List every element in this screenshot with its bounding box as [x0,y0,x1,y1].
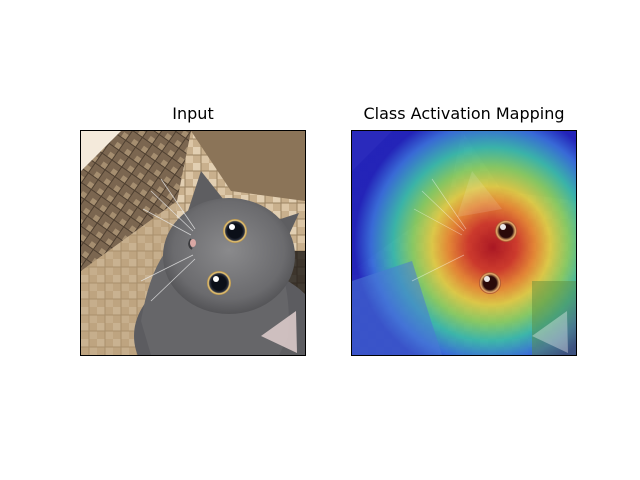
cat-ear-lower [261,311,297,353]
cam-eye-lower [479,272,501,294]
cat-eye-upper [223,219,247,243]
basket-wall-left [81,131,191,271]
cam-overlay [352,131,576,355]
cat-whiskers [140,178,196,302]
cam-image-axes [351,130,577,356]
cam-eye-upper [495,220,517,242]
cam-panel-title: Class Activation Mapping [363,104,565,123]
input-cat-photo [81,131,305,355]
cam-ear-lower [532,311,568,353]
cat-head [163,198,295,314]
basket-wall-right [191,131,305,201]
cat-eye-lower [207,271,231,295]
input-image-axes [80,130,306,356]
input-panel-title: Input [172,104,214,123]
